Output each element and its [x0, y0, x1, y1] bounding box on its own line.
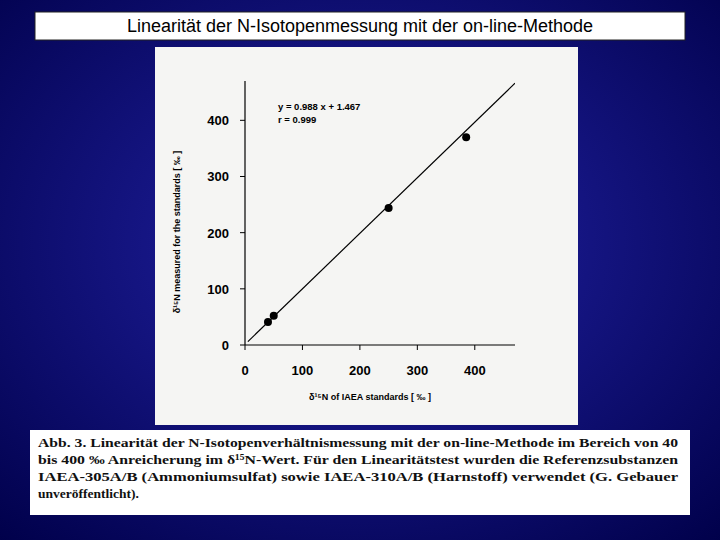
chart-panel — [155, 47, 578, 425]
y-tick-label: 200 — [207, 226, 229, 241]
y-tick-label: 0 — [222, 338, 229, 353]
title-box — [35, 12, 685, 40]
caption-line: bis 400 ‰ Anreicherung im δ¹⁵N-Wert. Für… — [38, 452, 679, 467]
y-tick-label: 400 — [207, 113, 229, 128]
x-tick-label: 300 — [406, 363, 428, 378]
y-tick — [240, 345, 245, 346]
x-tick-label: 0 — [241, 363, 248, 378]
point — [462, 133, 470, 141]
y-tick — [240, 120, 245, 121]
caption-line: unveröffentlicht). — [38, 486, 139, 501]
annotation: y = 0.988 x + 1.467 — [278, 101, 360, 112]
slide: Linearität der N-Isotopenmessung mit der… — [0, 0, 720, 540]
x-tick-label: 400 — [464, 363, 486, 378]
x-tick — [302, 345, 303, 350]
x-axis-label: δ¹⁵N of IAEA standards [ ‰ ] — [309, 392, 431, 402]
slide-title: Linearität der N-Isotopenmessung mit der… — [127, 16, 593, 36]
y-tick-label: 100 — [207, 282, 229, 297]
x-tick-label: 100 — [292, 363, 314, 378]
y-axis-label: δ¹⁵N measured for the standards [ ‰ ] — [172, 151, 182, 314]
y-tick — [240, 288, 245, 289]
caption-box — [30, 430, 690, 515]
x-tick — [359, 345, 360, 350]
background — [0, 0, 720, 540]
y-tick-label: 300 — [207, 169, 229, 184]
x-tick — [245, 345, 246, 350]
x-tick — [417, 345, 418, 350]
y-tick — [240, 176, 245, 177]
caption-line: Abb. 3. Linearität der N-Isotopenverhält… — [38, 435, 678, 450]
y-tick — [240, 232, 245, 233]
annotation: r = 0.999 — [278, 114, 316, 125]
plot-area — [248, 83, 515, 341]
fit-line — [248, 83, 515, 341]
x-tick — [474, 345, 475, 350]
x-tick-label: 200 — [349, 363, 371, 378]
caption-line: IAEA-305A/B (Ammoniumsulfat) sowie IAEA-… — [38, 469, 678, 484]
